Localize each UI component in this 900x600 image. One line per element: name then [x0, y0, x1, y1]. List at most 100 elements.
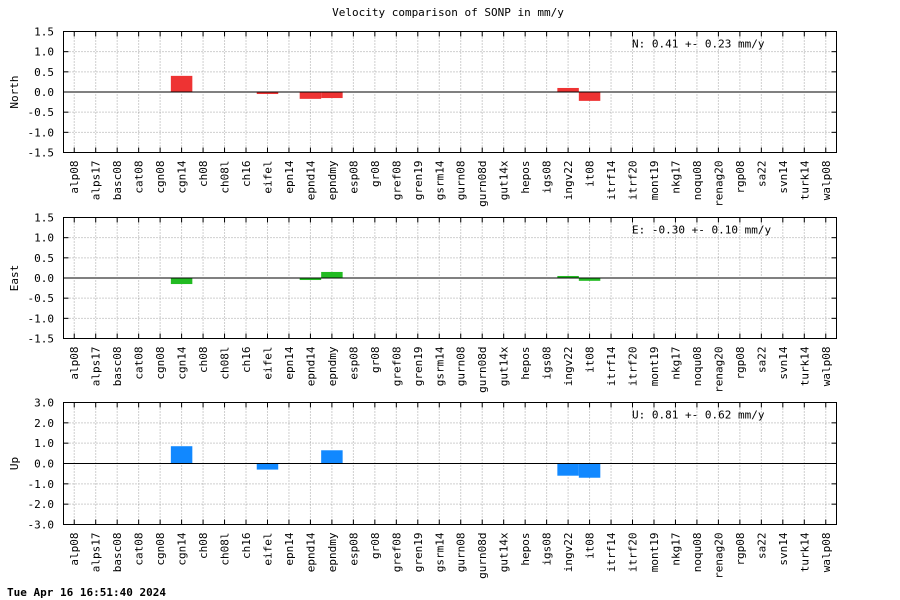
- north-xtick-label: esp08: [347, 161, 360, 194]
- up-ytick-label: -1.0: [28, 478, 55, 491]
- east-ytick-label: 0.5: [34, 252, 54, 265]
- up-xtick-label: cat08: [133, 533, 146, 566]
- up-xtick-label: hepos: [519, 533, 532, 566]
- up-xtick-label: basc08: [111, 533, 124, 573]
- north-xtick-label: gref08: [390, 161, 403, 201]
- up-plot-frame: [63, 402, 837, 525]
- east-xtick-label: esp08: [347, 347, 360, 380]
- north-bar-cgn14: [170, 75, 193, 92]
- north-xtick-label: gurn08d: [476, 161, 489, 207]
- north-xtick-label: hepos: [519, 161, 532, 194]
- east-xtick-label: ch16: [240, 347, 253, 374]
- up-xtick-label: nkg17: [669, 533, 682, 566]
- north-ytick-label: -0.5: [28, 106, 55, 119]
- north-xtick-label: ch08: [197, 161, 210, 188]
- north-ylabel: North: [8, 75, 21, 108]
- up-xtick-label: igs08: [541, 533, 554, 566]
- up-xtick-label: ingv22: [562, 533, 575, 573]
- north-plot-frame: [63, 31, 837, 153]
- north-xtick-label: gren19: [412, 161, 425, 201]
- up-xtick-label: alps17: [90, 533, 103, 573]
- chart-title: Velocity comparison of SONP in mm/y: [332, 6, 564, 19]
- east-xtick-label: gsrm14: [433, 346, 446, 386]
- up-xtick-label: sa22: [755, 533, 768, 560]
- north-xtick-label: mont19: [648, 161, 661, 201]
- up-stat-label: U: 0.81 +- 0.62 mm/y: [632, 409, 765, 422]
- up-bar-it08: [578, 463, 601, 478]
- north-ytick-label: 0.0: [34, 86, 54, 99]
- east-ytick-label: 1.5: [34, 212, 54, 225]
- north-xtick-label: alp08: [68, 161, 81, 194]
- up-bar-ingv22: [557, 463, 579, 476]
- up-xtick-label: ch16: [240, 533, 253, 560]
- up-xtick-label: renag20: [712, 533, 725, 579]
- up-xtick-label: it08: [584, 533, 597, 560]
- north-bar-ingv22: [557, 87, 579, 92]
- east-ytick-label: -0.5: [28, 292, 55, 305]
- east-ytick-label: 1.0: [34, 232, 54, 245]
- north-xtick-label: gr08: [369, 161, 382, 188]
- north-xtick-label: svn14: [777, 160, 790, 193]
- up-bar-epndmy: [321, 450, 343, 464]
- north-xtick-label: ch08l: [219, 161, 232, 194]
- east-stat-label: E: -0.30 +- 0.10 mm/y: [632, 224, 771, 237]
- east-xtick-label: gren19: [412, 347, 425, 387]
- up-xtick-label: gsrm14: [433, 532, 446, 572]
- north-xtick-label: ch16: [240, 161, 253, 188]
- north-xtick-label: gurn08: [455, 161, 468, 201]
- north-xtick-label: epnd14: [304, 160, 317, 200]
- east-xtick-label: epn14: [283, 346, 296, 379]
- north-bar-eifel: [256, 92, 279, 95]
- north-xtick-label: gut14x: [498, 160, 511, 200]
- up-xtick-label: gurn08: [455, 533, 468, 573]
- east-xtick-label: ch08: [197, 347, 210, 374]
- up-xtick-label: epndmy: [326, 532, 339, 572]
- north-xtick-label: ingv22: [562, 161, 575, 201]
- north-ytick-label: -1.0: [28, 126, 55, 139]
- up-xtick-label: cgn14: [176, 532, 189, 565]
- north-ytick-label: 1.5: [34, 26, 54, 39]
- east-xtick-label: ingv22: [562, 347, 575, 387]
- east-xtick-label: walp08: [820, 347, 833, 387]
- up-xtick-label: gr08: [369, 533, 382, 560]
- up-xtick-label: gurn08d: [476, 533, 489, 579]
- up-xtick-label: epn14: [283, 532, 296, 565]
- north-xtick-label: sa22: [755, 161, 768, 188]
- east-xtick-label: gut14x: [498, 346, 511, 386]
- east-ytick-label: -1.5: [28, 333, 55, 346]
- up-ylabel: Up: [8, 457, 21, 470]
- north-xtick-label: rgp08: [734, 161, 747, 194]
- up-xtick-label: gren19: [412, 533, 425, 573]
- up-xtick-label: ch08: [197, 533, 210, 560]
- north-bar-it08: [578, 92, 601, 101]
- up-xtick-label: alp08: [68, 533, 81, 566]
- north-xtick-label: igs08: [541, 161, 554, 194]
- east-xtick-label: cgn14: [176, 346, 189, 379]
- east-xtick-label: gurn08: [455, 347, 468, 387]
- east-xtick-label: basc08: [111, 347, 124, 387]
- up-xtick-label: svn14: [777, 532, 790, 565]
- up-xtick-label: gut14x: [498, 532, 511, 572]
- north-xtick-label: cgn08: [154, 161, 167, 194]
- east-xtick-label: cat08: [133, 347, 146, 380]
- north-xtick-label: renag20: [712, 161, 725, 207]
- east-ylabel: East: [8, 265, 21, 292]
- north-ytick-label: 1.0: [34, 46, 54, 59]
- east-xtick-label: svn14: [777, 346, 790, 379]
- east-xtick-label: renag20: [712, 347, 725, 393]
- east-xtick-label: epndmy: [326, 346, 339, 386]
- up-ytick-label: 3.0: [34, 397, 54, 410]
- up-xtick-label: rgp08: [734, 533, 747, 566]
- north-stat-label: N: 0.41 +- 0.23 mm/y: [632, 38, 765, 51]
- north-xtick-label: basc08: [111, 161, 124, 201]
- east-xtick-label: it08: [584, 347, 597, 374]
- east-xtick-label: turk14: [798, 346, 811, 386]
- east-ytick-label: 0.0: [34, 272, 54, 285]
- north-xtick-label: gsrm14: [433, 160, 446, 200]
- up-xtick-label: ch08l: [219, 533, 232, 566]
- east-xtick-label: rgp08: [734, 347, 747, 380]
- up-ytick-label: 2.0: [34, 417, 54, 430]
- up-xtick-label: esp08: [347, 533, 360, 566]
- up-xtick-label: mont19: [648, 533, 661, 573]
